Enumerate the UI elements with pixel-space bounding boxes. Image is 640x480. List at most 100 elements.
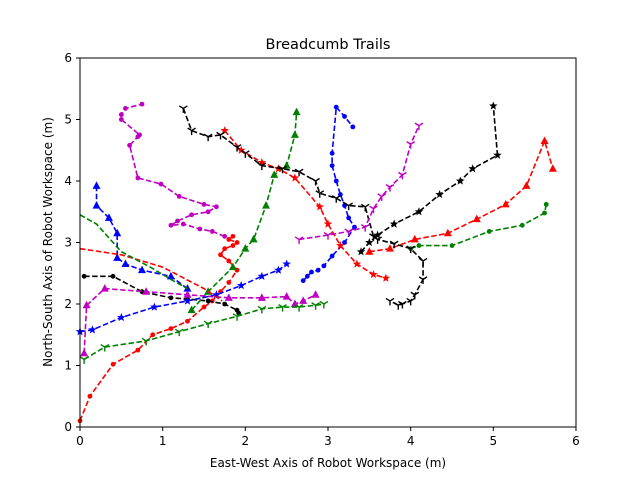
trail-point bbox=[360, 224, 370, 232]
trail-point bbox=[393, 302, 403, 310]
trail-point bbox=[309, 269, 314, 275]
trail-point bbox=[222, 301, 228, 307]
trail-point bbox=[311, 290, 320, 298]
trail-point bbox=[381, 273, 391, 282]
trail-point bbox=[369, 233, 378, 241]
trail-point bbox=[175, 218, 180, 224]
trail-point bbox=[88, 325, 97, 334]
trail-series bbox=[220, 126, 391, 282]
trail-point bbox=[141, 337, 151, 346]
trail-point bbox=[185, 318, 190, 324]
trail-point bbox=[150, 302, 159, 311]
x-tick-label: 2 bbox=[242, 434, 250, 448]
trail-series bbox=[178, 105, 428, 310]
trail-point bbox=[329, 253, 335, 259]
trail-point bbox=[139, 101, 145, 107]
trail-series bbox=[79, 247, 223, 302]
y-tick-label: 6 bbox=[64, 51, 72, 65]
chart-title: Breadcumb Trails bbox=[266, 37, 391, 53]
trail-series bbox=[294, 122, 424, 244]
trail-point bbox=[236, 281, 246, 290]
trail-point bbox=[226, 258, 232, 264]
trail-point bbox=[178, 105, 188, 113]
trail-point bbox=[336, 241, 345, 250]
trail-point bbox=[352, 224, 357, 230]
trail-series bbox=[187, 107, 301, 314]
trail-point bbox=[369, 205, 378, 214]
trail-point bbox=[137, 132, 142, 138]
trail-point bbox=[278, 303, 287, 312]
trail-point bbox=[449, 243, 455, 248]
trail-point bbox=[501, 199, 510, 208]
trail-point bbox=[342, 240, 347, 245]
trail-point bbox=[183, 290, 192, 298]
trail-point bbox=[262, 201, 270, 209]
trail-point bbox=[232, 144, 242, 152]
trail-point bbox=[168, 222, 174, 228]
trail-point bbox=[176, 193, 182, 199]
trail-series bbox=[92, 181, 192, 292]
trail-point bbox=[226, 237, 232, 242]
trail-point bbox=[315, 202, 325, 211]
trail-point bbox=[142, 287, 151, 295]
trail-point bbox=[203, 320, 213, 329]
trail-point bbox=[187, 127, 196, 136]
trail-point bbox=[257, 158, 267, 167]
trail-point bbox=[270, 170, 279, 178]
y-tick-label: 3 bbox=[64, 236, 72, 250]
trail-line bbox=[79, 214, 188, 290]
trail-point bbox=[197, 226, 203, 232]
trail-point bbox=[321, 263, 327, 269]
trail-line bbox=[182, 108, 424, 307]
trail-point bbox=[418, 257, 428, 266]
trail-point bbox=[356, 247, 366, 256]
y-tick-label: 5 bbox=[64, 113, 72, 127]
trail-line bbox=[95, 185, 188, 290]
x-tick-label: 1 bbox=[159, 434, 167, 448]
trail-point bbox=[168, 295, 174, 301]
trail-point bbox=[389, 240, 399, 249]
x-axis-ticks: 0 1 2 3 4 5 6 bbox=[76, 427, 580, 448]
trail-point bbox=[304, 273, 310, 279]
trail-line bbox=[360, 105, 499, 253]
trail-point bbox=[350, 124, 356, 130]
trail-point bbox=[123, 106, 128, 111]
trail-series bbox=[356, 101, 502, 256]
y-tick-label: 1 bbox=[64, 359, 72, 373]
trail-point bbox=[373, 230, 382, 239]
trail-point bbox=[274, 265, 283, 274]
x-tick-label: 5 bbox=[490, 434, 498, 448]
trail-point bbox=[489, 101, 498, 110]
trail-point bbox=[100, 343, 110, 352]
trail-point bbox=[180, 221, 186, 227]
trail-point bbox=[92, 201, 101, 209]
trail-series bbox=[300, 104, 357, 284]
trail-point bbox=[209, 229, 215, 234]
trail-point bbox=[294, 303, 304, 312]
trail-point bbox=[344, 202, 354, 211]
trail-point bbox=[315, 267, 321, 273]
trail-series bbox=[77, 233, 240, 424]
trail-point bbox=[257, 305, 267, 314]
trail-point bbox=[187, 305, 196, 314]
trail-point bbox=[236, 145, 246, 154]
trail-point bbox=[519, 222, 525, 228]
trail-point bbox=[278, 165, 287, 174]
y-tick-label: 2 bbox=[64, 297, 72, 311]
trail-point bbox=[232, 313, 242, 321]
trail-point bbox=[174, 328, 184, 337]
x-axis-label: East-West Axis of Robot Workspace (m) bbox=[210, 456, 446, 470]
trail-point bbox=[81, 273, 87, 279]
trail-line bbox=[79, 247, 223, 302]
trail-point bbox=[410, 234, 419, 243]
trail-line bbox=[191, 112, 298, 311]
trail-point bbox=[493, 150, 502, 159]
trail-point bbox=[121, 259, 130, 268]
trail-point bbox=[183, 296, 192, 305]
trail-point bbox=[344, 228, 354, 236]
trail-point bbox=[414, 207, 424, 216]
trail-point bbox=[87, 393, 93, 399]
trail-point bbox=[542, 210, 547, 216]
trail-series bbox=[79, 300, 329, 364]
trail-point bbox=[158, 181, 164, 187]
